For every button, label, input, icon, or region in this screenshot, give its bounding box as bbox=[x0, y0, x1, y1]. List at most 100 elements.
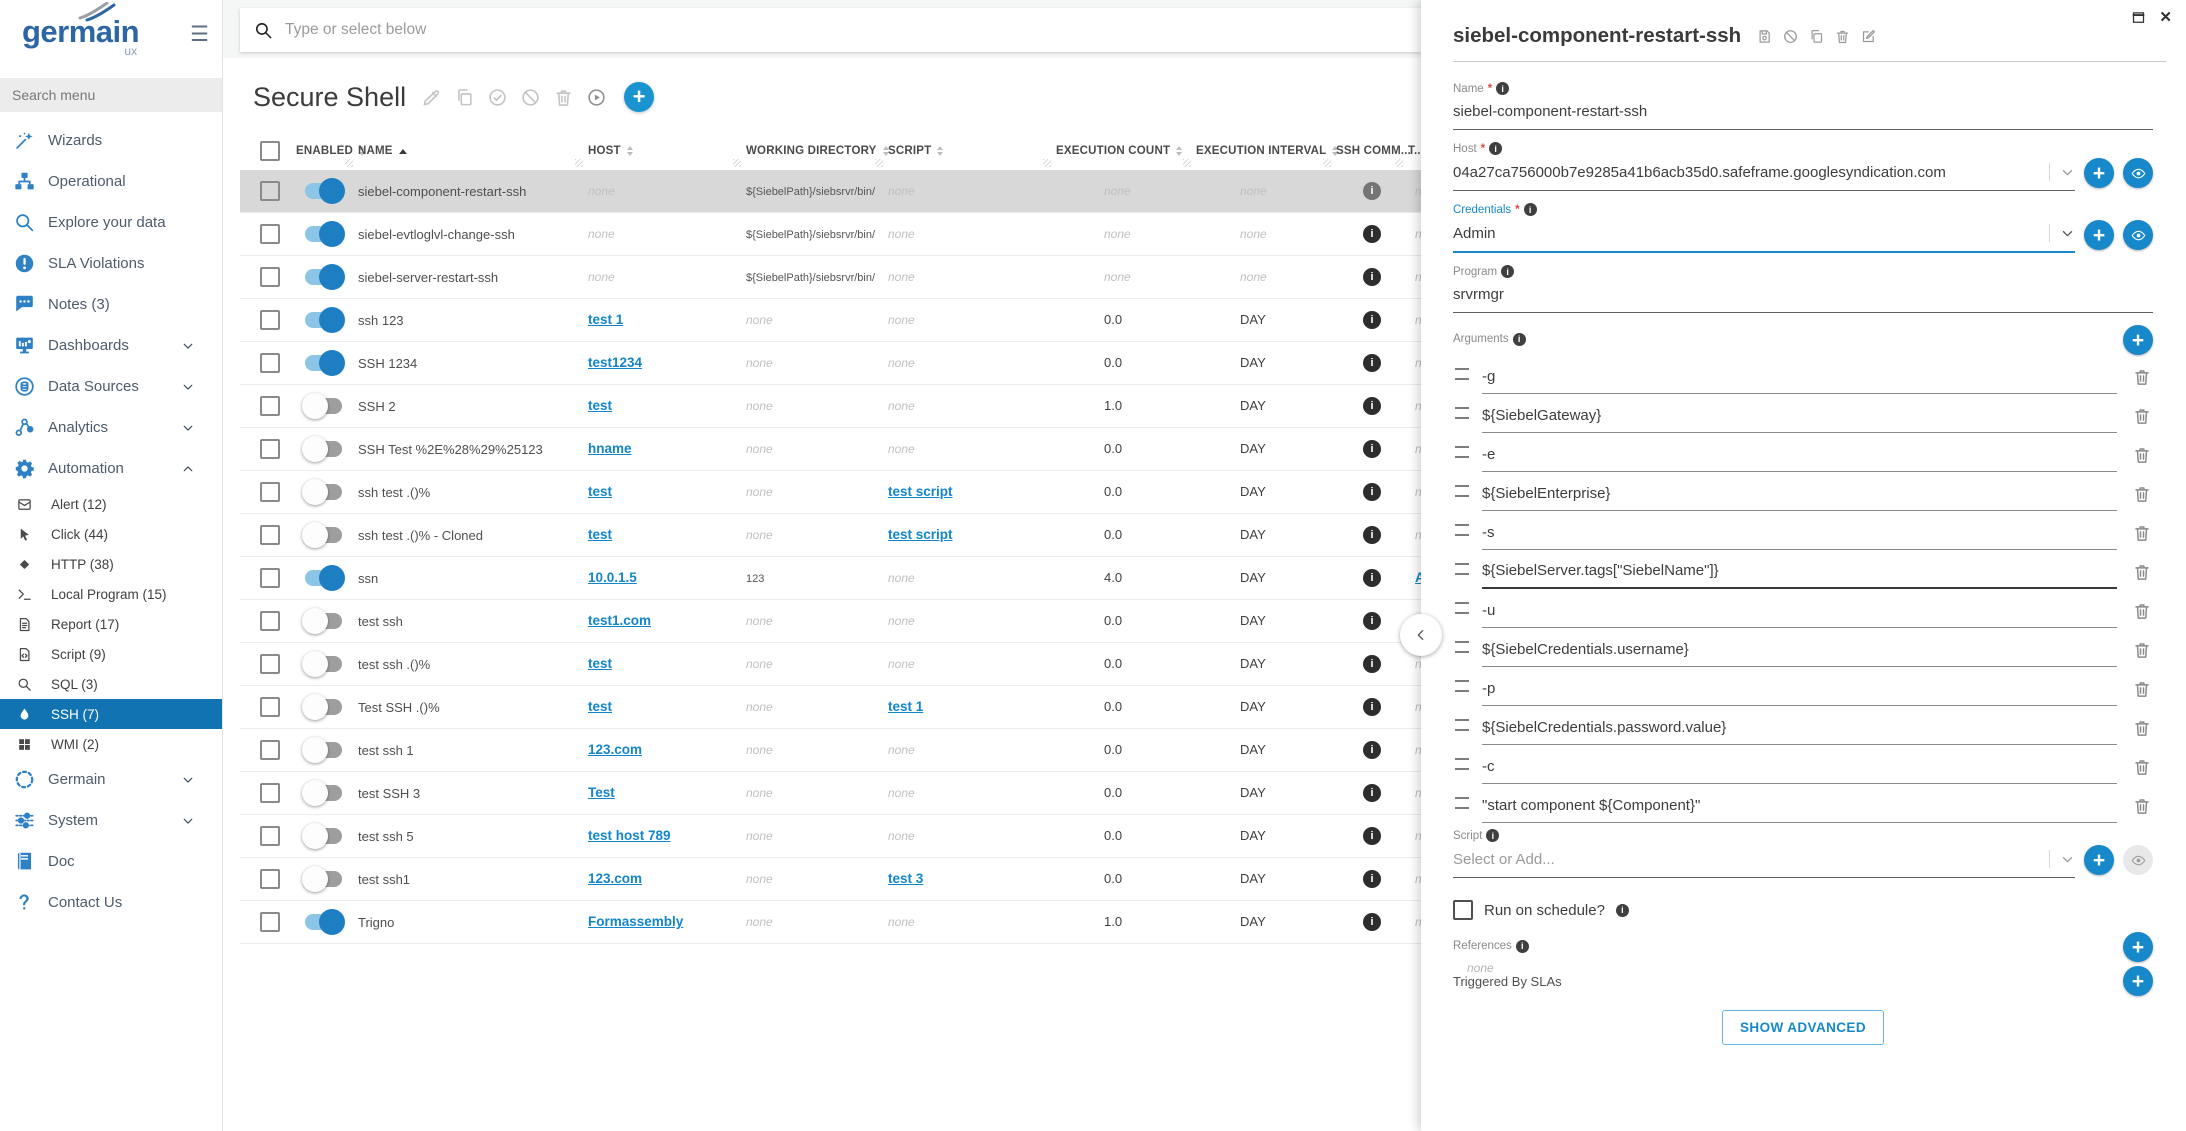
host-link[interactable]: test bbox=[588, 699, 613, 714]
add-script-button[interactable]: + bbox=[2084, 845, 2114, 875]
sidebar-item-sla-violations[interactable]: SLA Violations bbox=[0, 243, 222, 284]
info-icon[interactable]: i bbox=[1363, 827, 1381, 845]
drag-handle-icon[interactable] bbox=[1455, 641, 1469, 653]
argument-input[interactable]: "start component ${Component}" bbox=[1482, 797, 2117, 823]
enabled-toggle[interactable] bbox=[302, 393, 342, 419]
name-input[interactable]: siebel-component-restart-ssh bbox=[1453, 97, 2153, 130]
host-link[interactable]: 123.com bbox=[588, 742, 643, 757]
trigger-link[interactable]: A bbox=[1415, 570, 1421, 585]
enabled-toggle[interactable] bbox=[302, 436, 342, 462]
row-checkbox[interactable] bbox=[260, 525, 280, 545]
sidebar-item-analytics[interactable]: Analytics bbox=[0, 407, 222, 448]
info-icon[interactable]: i bbox=[1515, 939, 1529, 953]
argument-input[interactable]: -s bbox=[1482, 524, 2117, 550]
script-link[interactable]: test script bbox=[888, 484, 953, 499]
table-row[interactable]: test ssh 5 test host 789 none none 0.0 DAY i no… bbox=[240, 815, 1421, 858]
add-reference-button[interactable]: + bbox=[2123, 932, 2153, 962]
host-select[interactable]: 04a27ca756000b7e9285a41b6acb35d0.safefra… bbox=[1453, 157, 2075, 191]
delete-argument-icon[interactable] bbox=[2133, 446, 2151, 464]
drag-handle-icon[interactable] bbox=[1455, 758, 1469, 770]
enabled-toggle[interactable] bbox=[305, 221, 345, 247]
row-checkbox[interactable] bbox=[260, 482, 280, 502]
sidebar-item-system[interactable]: System bbox=[0, 800, 222, 841]
view-credentials-button[interactable] bbox=[2123, 220, 2153, 250]
disable-icon[interactable] bbox=[1783, 29, 1798, 44]
info-icon[interactable]: i bbox=[1489, 142, 1503, 155]
clone-icon[interactable] bbox=[1809, 29, 1824, 44]
delete-argument-icon[interactable] bbox=[2133, 797, 2151, 815]
sidebar-item-operational[interactable]: Operational bbox=[0, 161, 222, 202]
add-button[interactable]: + bbox=[624, 82, 655, 112]
row-checkbox[interactable] bbox=[260, 439, 280, 459]
collapse-panel-button[interactable] bbox=[1400, 614, 1442, 656]
row-checkbox[interactable] bbox=[260, 654, 280, 674]
script-link[interactable]: test 1 bbox=[888, 699, 924, 714]
row-checkbox[interactable] bbox=[260, 568, 280, 588]
edit-icon[interactable] bbox=[1861, 29, 1876, 44]
delete-argument-icon[interactable] bbox=[2133, 407, 2151, 425]
sidebar-item-report-17[interactable]: Report (17) bbox=[0, 609, 222, 639]
row-checkbox[interactable] bbox=[260, 224, 280, 244]
info-icon[interactable]: i bbox=[1363, 354, 1381, 372]
argument-input[interactable]: -e bbox=[1482, 446, 2117, 472]
maximize-icon[interactable] bbox=[2131, 10, 2146, 25]
table-row[interactable]: SSH 1234 test1234 none none 0.0 DAY i none bbox=[240, 342, 1421, 385]
host-link[interactable]: 10.0.1.5 bbox=[588, 570, 637, 585]
column-header-trigger[interactable]: T... bbox=[1408, 132, 1421, 170]
drag-handle-icon[interactable] bbox=[1455, 485, 1469, 497]
enabled-toggle[interactable] bbox=[302, 737, 342, 763]
column-header-comm[interactable]: SSH COMM... bbox=[1336, 132, 1411, 170]
drag-handle-icon[interactable] bbox=[1455, 407, 1469, 419]
table-row[interactable]: test SSH 3 Test none none 0.0 DAY i none bbox=[240, 772, 1421, 815]
row-checkbox[interactable] bbox=[260, 783, 280, 803]
row-checkbox[interactable] bbox=[260, 353, 280, 373]
host-link[interactable]: test1.com bbox=[588, 613, 652, 628]
info-icon[interactable]: i bbox=[1363, 870, 1381, 888]
delete-argument-icon[interactable] bbox=[2133, 641, 2151, 659]
delete-argument-icon[interactable] bbox=[2133, 368, 2151, 386]
column-header-script[interactable]: SCRIPT bbox=[888, 132, 1056, 170]
enable-icon[interactable] bbox=[488, 88, 507, 107]
run-icon[interactable] bbox=[587, 88, 606, 107]
row-checkbox[interactable] bbox=[260, 181, 280, 201]
sidebar-search-input[interactable]: Search menu bbox=[0, 78, 222, 112]
sidebar-item-dashboards[interactable]: Dashboards bbox=[0, 325, 222, 366]
sidebar-item-click-44[interactable]: Click (44) bbox=[0, 519, 222, 549]
run-on-schedule-checkbox[interactable] bbox=[1453, 900, 1473, 920]
row-checkbox[interactable] bbox=[260, 740, 280, 760]
enabled-toggle[interactable] bbox=[302, 479, 342, 505]
info-icon[interactable]: i bbox=[1501, 265, 1515, 278]
add-triggering-sla-button[interactable]: + bbox=[2123, 966, 2153, 996]
sidebar-item-script-9[interactable]: Script (9) bbox=[0, 639, 222, 669]
column-header-interval[interactable]: EXECUTION INTERVAL bbox=[1196, 132, 1339, 170]
drag-handle-icon[interactable] bbox=[1455, 602, 1469, 614]
host-link[interactable]: test1234 bbox=[588, 355, 643, 370]
enabled-toggle[interactable] bbox=[302, 780, 342, 806]
delete-argument-icon[interactable] bbox=[2133, 758, 2151, 776]
edit-icon[interactable] bbox=[422, 88, 441, 107]
delete-argument-icon[interactable] bbox=[2133, 602, 2151, 620]
drag-handle-icon[interactable] bbox=[1455, 797, 1469, 809]
credentials-select[interactable]: Admin bbox=[1453, 218, 2075, 253]
chevron-down-icon[interactable] bbox=[2060, 226, 2075, 241]
sidebar-item-ssh-7[interactable]: SSH (7) bbox=[0, 699, 222, 729]
chevron-down-icon[interactable] bbox=[2060, 852, 2075, 867]
argument-input[interactable]: ${SiebelCredentials.username} bbox=[1482, 641, 2117, 667]
row-checkbox[interactable] bbox=[260, 826, 280, 846]
sidebar-item-http-38[interactable]: HTTP (38) bbox=[0, 549, 222, 579]
sidebar-item-explore-your-data[interactable]: Explore your data bbox=[0, 202, 222, 243]
host-link[interactable]: test bbox=[588, 398, 613, 413]
table-row[interactable]: test ssh .()% test none none 0.0 DAY i none bbox=[240, 643, 1421, 686]
enabled-toggle[interactable] bbox=[302, 651, 342, 677]
delete-argument-icon[interactable] bbox=[2133, 680, 2151, 698]
row-checkbox[interactable] bbox=[260, 869, 280, 889]
drag-handle-icon[interactable] bbox=[1455, 524, 1469, 536]
sidebar-item-local-program-15[interactable]: Local Program (15) bbox=[0, 579, 222, 609]
info-icon[interactable]: i bbox=[1363, 913, 1381, 931]
host-link[interactable]: test bbox=[588, 484, 613, 499]
enabled-toggle[interactable] bbox=[305, 909, 345, 935]
table-row[interactable]: test ssh 1 123.com none none 0.0 DAY i none bbox=[240, 729, 1421, 772]
drag-handle-icon[interactable] bbox=[1455, 446, 1469, 458]
script-link[interactable]: test script bbox=[888, 527, 953, 542]
